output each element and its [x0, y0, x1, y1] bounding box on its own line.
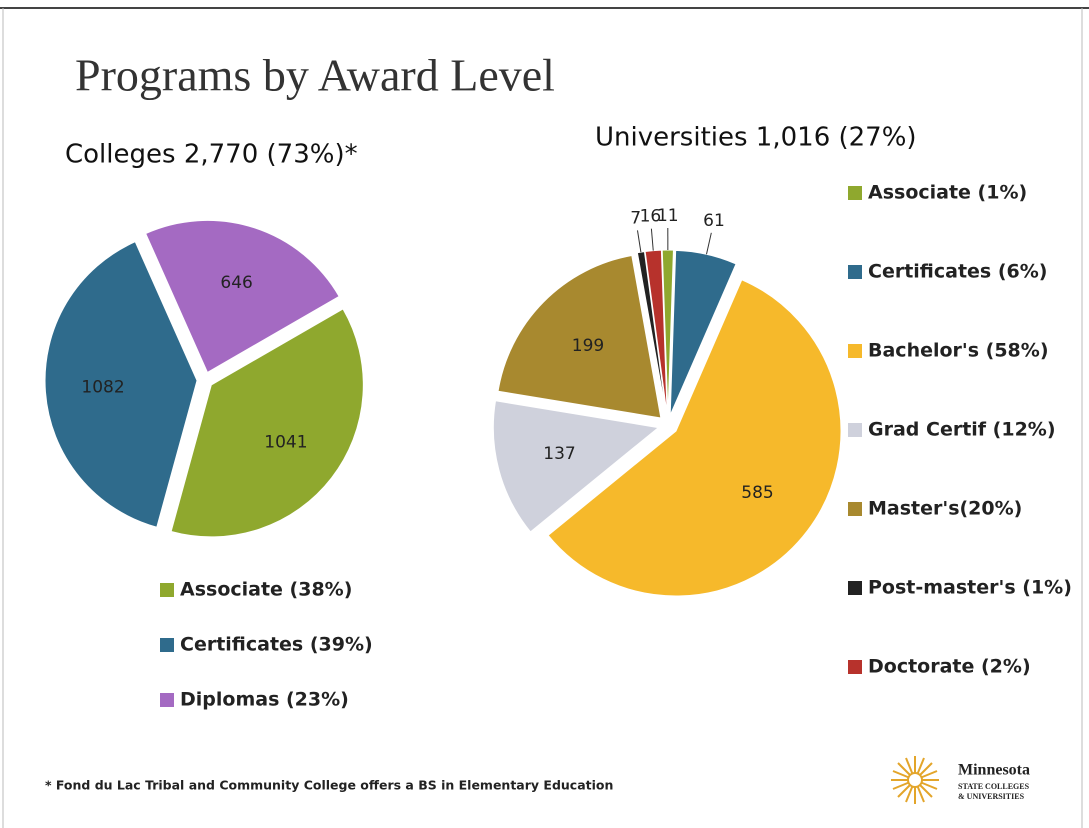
pie-slice — [492, 400, 660, 533]
legend-swatch — [848, 502, 862, 516]
logo-name: Minnesota — [958, 762, 1030, 779]
logo: Minnesota STATE COLLEGES & UNIVERSITIES — [891, 756, 1030, 804]
data-label: 199 — [572, 336, 604, 356]
legend-swatch — [848, 265, 862, 279]
legend-label: Doctorate (2%) — [868, 656, 1031, 678]
legend-label: Certificates (6%) — [868, 261, 1047, 283]
data-label: 11 — [657, 206, 679, 226]
pie-slice — [644, 249, 668, 416]
legend-label: Post-master's (1%) — [868, 577, 1072, 599]
legend-swatch — [160, 693, 174, 707]
legend-swatch — [848, 344, 862, 358]
legend-label: Certificates (39%) — [180, 634, 373, 656]
legend-label: Bachelor's (58%) — [868, 340, 1049, 362]
logo-line: & UNIVERSITIES — [958, 792, 1025, 801]
footnote: * Fond du Lac Tribal and Community Colle… — [45, 778, 613, 793]
data-label: 16 — [640, 207, 662, 227]
pie-slice — [497, 254, 662, 419]
legend-label: Associate (1%) — [868, 182, 1027, 204]
leader-line — [636, 230, 642, 253]
legend-label: Grad Certif (12%) — [868, 419, 1056, 441]
pie-slice — [170, 308, 364, 538]
slide-title: Programs by Award Level — [75, 50, 555, 101]
pie-slice — [547, 279, 842, 597]
chart-title: Universities 1,016 (27%) — [595, 123, 917, 153]
pie-slice — [636, 251, 667, 416]
data-label: 7 — [630, 209, 641, 229]
pie-slice — [44, 241, 198, 528]
data-label: 137 — [543, 444, 575, 464]
data-label: 1082 — [81, 378, 124, 398]
legend-label: Master's(20%) — [868, 498, 1022, 520]
legend-swatch — [848, 581, 862, 595]
data-label: 1041 — [264, 432, 307, 452]
leader-line — [705, 232, 712, 255]
pie-slice — [145, 219, 340, 374]
legend-swatch — [848, 186, 862, 200]
data-label: 585 — [741, 483, 773, 503]
logo-star — [891, 756, 939, 804]
legend-swatch — [160, 638, 174, 652]
data-label: 61 — [703, 211, 725, 231]
leader-line — [650, 228, 654, 251]
legend-label: Diplomas (23%) — [180, 689, 349, 711]
legend-label: Associate (38%) — [180, 579, 352, 601]
legend-swatch — [848, 423, 862, 437]
chart-title: Colleges 2,770 (73%)* — [65, 140, 358, 170]
logo-line: STATE COLLEGES — [958, 782, 1030, 791]
legend-swatch — [848, 660, 862, 674]
data-label: 646 — [220, 273, 252, 293]
legend-swatch — [160, 583, 174, 597]
